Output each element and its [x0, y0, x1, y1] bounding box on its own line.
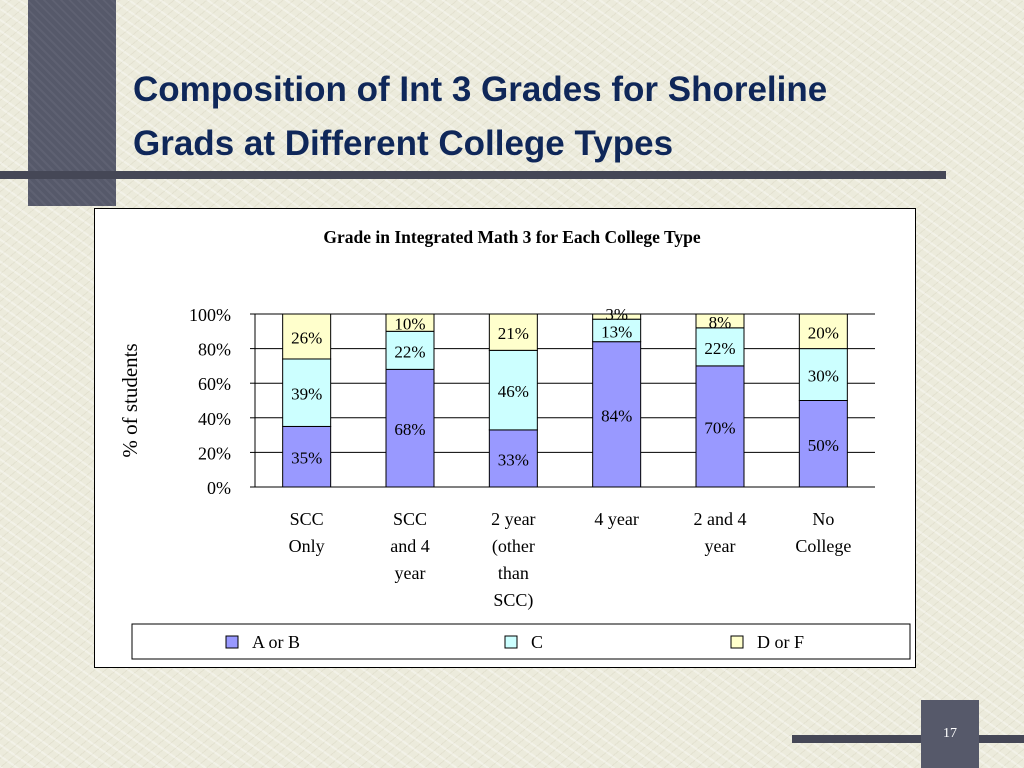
bar-segment: [488, 349, 538, 431]
data-label: 20%: [808, 323, 839, 342]
title-underline-bar: [0, 171, 946, 179]
legend-label: C: [531, 632, 543, 652]
x-tick-label: than: [498, 563, 529, 583]
bar-segment: [385, 330, 435, 370]
y-tick-label: 20%: [198, 443, 231, 463]
data-label: 3%: [605, 305, 628, 324]
x-tick-label: 2 and 4: [694, 509, 747, 529]
data-label: 26%: [291, 328, 322, 347]
y-tick-label: 60%: [198, 374, 231, 394]
legend-label: D or F: [757, 632, 804, 652]
slide-title-line-2: Grads at Different College Types: [133, 124, 674, 163]
chart-title: Grade in Integrated Math 3 for Each Coll…: [323, 227, 700, 247]
data-label: 8%: [709, 313, 732, 332]
bar-segment: [695, 327, 745, 367]
data-label: 30%: [808, 367, 839, 386]
x-tick-label: College: [795, 536, 851, 556]
stacked-bar-chart: Grade in Integrated Math 3 for Each Coll…: [118, 227, 911, 660]
data-label: 22%: [394, 342, 425, 361]
x-tick-label: SCC: [393, 509, 427, 529]
bar-segment: [385, 368, 435, 488]
bar-segment: [488, 313, 538, 351]
bar-segment: [282, 313, 332, 360]
slide-title-line-1: Composition of Int 3 Grades for Shorelin…: [133, 70, 828, 109]
data-label: 21%: [498, 324, 529, 343]
bar-segment: [592, 341, 642, 488]
x-tick-label: year: [395, 563, 426, 583]
y-tick-label: 100%: [189, 305, 231, 325]
data-label: 33%: [498, 450, 529, 469]
x-tick-label: No: [812, 509, 834, 529]
legend-swatch: [225, 635, 239, 649]
legend-label: A or B: [252, 632, 300, 652]
bar-segment: [798, 400, 848, 488]
y-axis-title: % of students: [118, 343, 142, 457]
bar-segment: [592, 313, 642, 320]
legend-box: [131, 623, 911, 660]
legend-swatch: [730, 635, 744, 649]
data-label: 35%: [291, 449, 322, 468]
data-label: 70%: [704, 418, 735, 437]
data-label: 22%: [704, 339, 735, 358]
y-tick-label: 40%: [198, 409, 231, 429]
bar-segment: [798, 348, 848, 402]
x-tick-label: (other: [492, 536, 535, 557]
page-number: 17: [943, 726, 957, 741]
data-label: 13%: [601, 322, 632, 341]
data-label: 10%: [394, 315, 425, 334]
x-tick-label: Only: [289, 536, 325, 556]
bar-segment: [385, 313, 435, 332]
x-tick-label: 2 year: [491, 509, 535, 529]
bar-segment: [282, 358, 332, 427]
bar-segment: [695, 365, 745, 488]
y-tick-label: 80%: [198, 340, 231, 360]
slide-title: Composition of Int 3 Grades for Shorelin…: [133, 63, 1013, 171]
chart-frame: Grade in Integrated Math 3 for Each Coll…: [94, 208, 916, 668]
legend-swatch: [504, 635, 518, 649]
x-tick-label: SCC: [290, 509, 324, 529]
x-tick-label: year: [705, 536, 736, 556]
bar-segment: [695, 313, 745, 329]
data-label: 39%: [291, 385, 322, 404]
bar-segment: [488, 429, 538, 488]
footer-bar: [792, 735, 1024, 743]
data-label: 50%: [808, 436, 839, 455]
page-number-box: [921, 700, 979, 768]
x-tick-label: 4 year: [594, 509, 638, 529]
y-tick-label: 0%: [207, 478, 231, 498]
bar-segment: [798, 313, 848, 350]
x-tick-label: SCC): [493, 590, 533, 611]
x-tick-label: and 4: [390, 536, 430, 556]
data-label: 46%: [498, 382, 529, 401]
data-label: 68%: [394, 420, 425, 439]
data-label: 84%: [601, 406, 632, 425]
